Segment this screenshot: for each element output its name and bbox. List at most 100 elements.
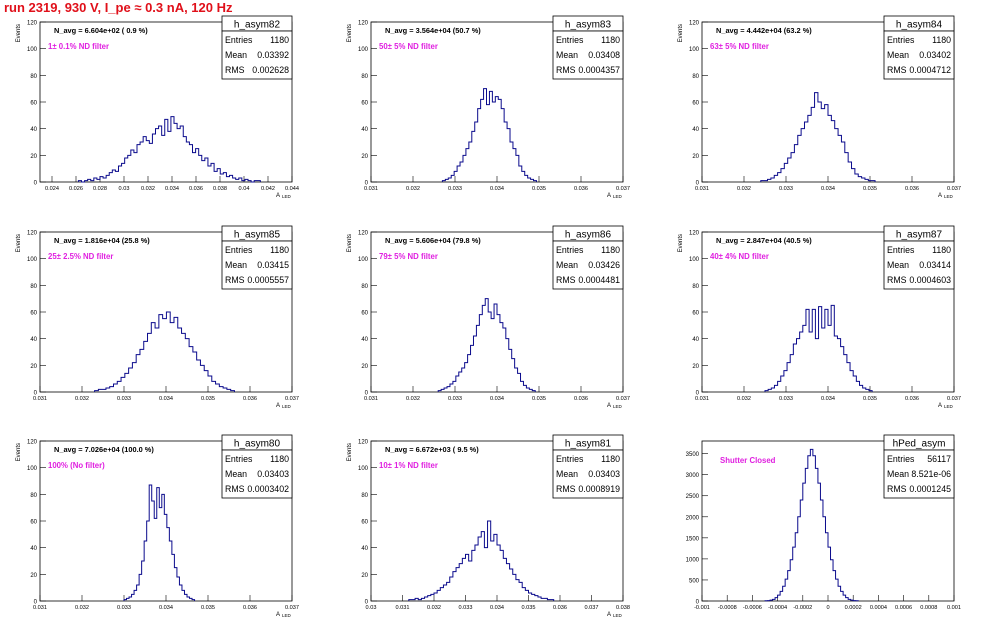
navg-label: N_avg = 6.604e+02 ( 0.9 %)	[54, 26, 148, 35]
stats-value: 0.0004357	[578, 65, 620, 75]
histogram-panel-h_asym85: 0 20 40 60 80 100 120 0.031 0.032 0.033 0.034 0.035…	[16, 225, 299, 409]
x-tick-label: 0.035	[201, 396, 215, 402]
x-tick-label: 0.042	[261, 186, 275, 192]
y-tick-label: 3500	[686, 452, 700, 458]
x-tick-label: 0.031	[364, 186, 378, 192]
x-tick-label: -0.0008	[718, 605, 737, 611]
x-tick-label: 0.034	[165, 186, 179, 192]
x-tick-label: 0.032	[427, 605, 441, 611]
stats-label: Mean	[556, 469, 578, 479]
y-tick-label: 60	[361, 101, 368, 107]
x-axis-label: A	[276, 403, 280, 409]
stats-label: RMS	[225, 484, 245, 494]
y-tick-label: 0	[696, 600, 700, 606]
stats-box	[552, 240, 624, 290]
stats-box	[552, 449, 624, 499]
histogram-series	[408, 520, 555, 601]
y-tick-label: 2500	[686, 494, 700, 500]
x-tick-label: 0.033	[117, 605, 131, 611]
x-axis-label-subscript: LED	[944, 194, 954, 199]
stats-value: 1180	[601, 245, 620, 255]
navg-label: N_avg = 4.442e+04 (63.2 %)	[716, 26, 812, 35]
y-tick-label: 120	[689, 231, 700, 237]
stats-value: 0.0004481	[578, 275, 620, 285]
histogram-panel-h_asym80: 0 20 40 60 80 100 120 0.031 0.032 0.033 0.034 0.035…	[16, 434, 299, 618]
y-tick-label: 80	[692, 74, 699, 80]
stats-value: 1180	[601, 454, 620, 464]
y-tick-label: 100	[27, 47, 38, 53]
stats-label: Entries	[556, 454, 584, 464]
stats-label: Entries	[556, 35, 584, 45]
stats-value: 0.03426	[588, 260, 620, 270]
x-tick-label: 0.034	[490, 186, 504, 192]
stats-box	[221, 30, 293, 80]
histogram-title: h_asym83	[565, 20, 612, 31]
y-tick-label: 80	[692, 284, 699, 290]
y-tick-label: 100	[358, 47, 369, 53]
histogram-series	[437, 298, 536, 392]
y-tick-label: 60	[361, 520, 368, 526]
x-axis-label: A	[938, 193, 942, 199]
stats-value: 56117	[927, 454, 951, 464]
filter-annotation: 1± 0.1% ND filter	[48, 42, 109, 51]
y-tick-label: 120	[358, 21, 369, 27]
stats-value: 0.03408	[588, 50, 620, 60]
x-tick-label: 0.032	[737, 396, 751, 402]
y-tick-label: 100	[358, 257, 369, 263]
x-tick-label: 0.038	[213, 186, 227, 192]
y-axis-label: Events	[347, 443, 353, 461]
stats-box	[221, 449, 293, 499]
x-tick-label: 0.03	[366, 605, 377, 611]
x-tick-label: 0.032	[75, 605, 89, 611]
y-tick-label: 2000	[686, 515, 700, 521]
y-tick-label: 20	[361, 154, 368, 160]
filter-annotation: 10± 1% ND filter	[379, 461, 438, 470]
stats-label: Entries	[225, 245, 253, 255]
histogram-series	[77, 116, 261, 183]
x-tick-label: 0.024	[45, 186, 59, 192]
filter-annotation: Shutter Closed	[720, 456, 776, 465]
x-axis-label: A	[607, 403, 611, 409]
histogram-series	[123, 484, 196, 601]
x-tick-label: 0.001	[947, 605, 961, 611]
stats-label: Entries	[225, 35, 253, 45]
histogram-title: h_asym87	[896, 230, 943, 241]
x-tick-label: 0.037	[585, 605, 599, 611]
x-tick-label: 0.034	[159, 605, 173, 611]
x-axis-label-subscript: LED	[613, 194, 623, 199]
navg-label: N_avg = 2.847e+04 (40.5 %)	[716, 236, 812, 245]
y-tick-label: 60	[361, 311, 368, 317]
x-tick-label: 0.036	[553, 605, 567, 611]
histogram-series	[760, 92, 876, 182]
x-tick-label: 0.037	[616, 396, 630, 402]
stats-value: 0.0005557	[247, 275, 289, 285]
x-tick-label: 0.031	[364, 396, 378, 402]
stats-label: RMS	[887, 275, 907, 285]
x-tick-label: 0.044	[285, 186, 299, 192]
y-tick-label: 20	[692, 364, 699, 370]
navg-label: N_avg = 7.026e+04 (100.0 %)	[54, 445, 154, 454]
x-tick-label: 0.032	[141, 186, 155, 192]
y-tick-label: 100	[689, 47, 700, 53]
stats-value: 0.03392	[257, 50, 289, 60]
y-tick-label: 120	[27, 231, 38, 237]
stats-label: RMS	[556, 275, 576, 285]
stats-value: 0.03414	[919, 260, 951, 270]
x-tick-label: 0.04	[239, 186, 250, 192]
x-tick-label: 0.036	[189, 186, 203, 192]
stats-label: Mean	[887, 50, 909, 60]
y-tick-label: 0	[365, 181, 369, 187]
y-axis-label: Events	[16, 443, 22, 461]
y-tick-label: 40	[692, 127, 699, 133]
x-axis-label-subscript: LED	[613, 613, 623, 618]
x-tick-label: 0.031	[33, 605, 47, 611]
stats-value: 1180	[270, 454, 289, 464]
stats-label: Mean	[887, 260, 909, 270]
filter-annotation: 63± 5% ND filter	[710, 42, 769, 51]
y-tick-label: 20	[692, 154, 699, 160]
filter-annotation: 79± 5% ND filter	[379, 252, 438, 261]
x-axis-label-subscript: LED	[944, 404, 954, 409]
y-tick-label: 40	[30, 127, 37, 133]
stats-box	[552, 30, 624, 80]
y-tick-label: 120	[358, 440, 369, 446]
